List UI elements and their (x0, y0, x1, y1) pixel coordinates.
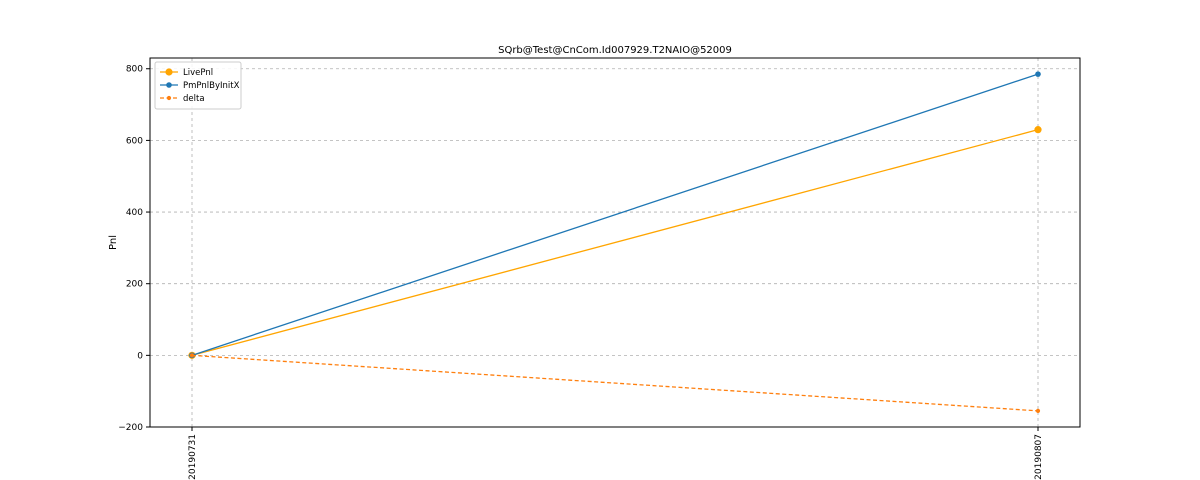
data-point (189, 353, 195, 358)
data-point (1035, 71, 1041, 77)
chart-title: SQrb@Test@CnCom.Id007929.T2NAIO@52009 (498, 45, 732, 56)
data-point (1035, 408, 1041, 413)
series-layer (188, 71, 1042, 413)
series-line (191, 73, 1039, 356)
y-tick-label: 0 (137, 351, 143, 361)
legend: LivePnl PmPnlByInitX delta (154, 61, 242, 110)
legend-item: delta (160, 94, 205, 104)
legend-label: LivePnl (183, 68, 213, 78)
x-axis: 20190731 20190807 (188, 427, 1044, 480)
legend-label: delta (183, 94, 205, 104)
y-axis-label: Pnl (108, 235, 119, 250)
y-tick-label: 800 (126, 65, 143, 75)
series-pmpnlbyinitx (189, 71, 1041, 359)
legend-box (154, 61, 242, 110)
y-tick-label: −200 (118, 423, 143, 433)
legend-marker (166, 95, 172, 101)
series-delta (189, 353, 1041, 413)
y-tick-label: 400 (126, 208, 143, 218)
series-line (191, 354, 1039, 412)
legend-item: LivePnl (160, 68, 213, 78)
y-tick-label: 600 (126, 136, 143, 146)
legend-item: PmPnlByInitX (160, 81, 240, 91)
x-tick-label: 20190807 (1034, 434, 1044, 480)
legend-label: PmPnlByInitX (183, 81, 240, 91)
x-tick-label: 20190731 (188, 434, 198, 480)
plot-frame (149, 57, 1081, 428)
grid (150, 58, 1080, 428)
series-line (191, 129, 1039, 356)
y-axis: −200 0 200 400 600 800 (118, 65, 150, 433)
legend-marker (165, 68, 173, 76)
legend-marker (166, 82, 172, 88)
series-livepnl (188, 126, 1042, 359)
data-point (1034, 126, 1042, 134)
y-tick-label: 200 (126, 280, 143, 290)
